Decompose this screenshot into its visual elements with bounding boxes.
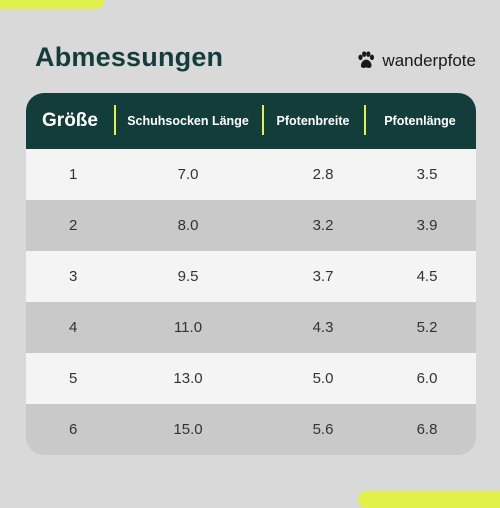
table-row: 3 9.5 3.7 4.5	[26, 251, 476, 302]
page-title: Abmessungen	[35, 42, 224, 72]
cell-paw-length: 3.9	[416, 217, 438, 234]
header-pfotenbreite: Pfotenbreite	[262, 93, 364, 149]
cell-paw-width: 3.2	[312, 217, 334, 234]
cell-paw-width: 4.3	[312, 319, 334, 336]
header-label: Pfotenbreite	[276, 114, 350, 128]
cell-sock-length: 13.0	[173, 370, 203, 387]
cell-paw-length: 6.8	[416, 421, 438, 438]
cell-size: 5	[69, 370, 78, 387]
header-separator	[114, 105, 116, 135]
cell-paw-width: 2.8	[312, 166, 334, 183]
cell-size: 2	[69, 217, 78, 234]
cell-sock-length: 11.0	[173, 319, 203, 336]
cell-paw-length: 6.0	[416, 370, 438, 387]
cell-sock-length: 8.0	[177, 217, 199, 234]
header-separator	[364, 105, 366, 135]
cell-paw-length: 4.5	[416, 268, 438, 285]
table-row: 5 13.0 5.0 6.0	[26, 353, 476, 404]
dimensions-table: Größe Schuhsocken Länge Pfotenbreite Pfo…	[26, 93, 476, 455]
cell-size: 6	[69, 421, 78, 438]
cell-paw-length: 3.5	[416, 166, 438, 183]
table-header: Größe Schuhsocken Länge Pfotenbreite Pfo…	[26, 93, 476, 149]
cell-paw-width: 3.7	[312, 268, 334, 285]
header-pfotenlaenge: Pfotenlänge	[364, 93, 476, 149]
cell-paw-width: 5.6	[312, 421, 334, 438]
cell-sock-length: 7.0	[177, 166, 199, 183]
table-row: 1 7.0 2.8 3.5	[26, 149, 476, 200]
paw-icon	[355, 50, 377, 72]
table-row: 6 15.0 5.6 6.8	[26, 404, 476, 455]
cell-paw-length: 5.2	[416, 319, 438, 336]
header-schuhsocken-laenge: Schuhsocken Länge	[114, 93, 262, 149]
header-label: Schuhsocken Länge	[127, 114, 249, 128]
cell-size: 4	[69, 319, 78, 336]
header-separator	[262, 105, 264, 135]
cell-paw-width: 5.0	[312, 370, 334, 387]
table-row: 4 11.0 4.3 5.2	[26, 302, 476, 353]
cell-size: 3	[69, 268, 78, 285]
header-groesse: Größe	[42, 110, 98, 131]
accent-bar-top	[0, 0, 105, 9]
cell-sock-length: 15.0	[173, 421, 203, 438]
brand-name: wanderpfote	[382, 51, 476, 70]
header-label: Pfotenlänge	[384, 114, 456, 128]
cell-sock-length: 9.5	[177, 268, 199, 285]
table-row: 2 8.0 3.2 3.9	[26, 200, 476, 251]
brand-logo: wanderpfote	[355, 50, 476, 72]
cell-size: 1	[69, 166, 78, 183]
